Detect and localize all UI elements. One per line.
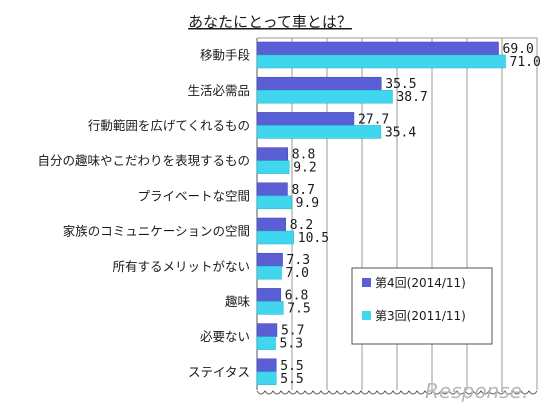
chart-title: あなたにとって車とは？ [188, 13, 352, 31]
bar-series-2 [256, 125, 382, 139]
legend-swatch [362, 278, 371, 287]
category-label: 家族のコミュニケーションの空間 [63, 224, 250, 239]
bar-series-1 [256, 147, 289, 161]
bar-series-1 [256, 358, 277, 373]
watermark-logo: Response. [425, 379, 528, 403]
value-label: 69.0 [503, 42, 534, 57]
category-label: プライベートな空間 [137, 188, 250, 203]
bar-series-2 [256, 54, 506, 69]
category-label: 生活必需品 [187, 83, 250, 98]
value-label: 8.8 [292, 148, 315, 163]
value-label: 5.3 [280, 337, 303, 352]
value-label: 38.7 [396, 90, 427, 105]
value-label: 9.2 [293, 161, 316, 176]
value-label: 35.4 [385, 125, 416, 140]
bar-series-1 [256, 288, 282, 302]
bar-series-2 [256, 336, 276, 350]
bar-series-2 [256, 230, 294, 245]
legend-swatch [362, 311, 371, 320]
value-label: 5.5 [280, 359, 303, 374]
value-label: 5.5 [280, 372, 303, 387]
bar-series-1 [256, 112, 355, 126]
category-label: 趣味 [225, 294, 251, 309]
category-label: 行動範囲を広げてくれるもの [88, 118, 250, 133]
value-label: 9.9 [296, 196, 319, 211]
value-label: 5.7 [281, 324, 304, 339]
category-label: 所有するメリットがない [112, 259, 250, 274]
bar-series-2 [256, 301, 284, 315]
legend-label: 第4回(2014/11) [375, 276, 466, 290]
bar-series-1 [256, 41, 499, 56]
bar-series-2 [256, 160, 290, 174]
bar-series-2 [256, 265, 282, 280]
legend-box [351, 267, 493, 345]
category-label: 移動手段 [200, 48, 250, 63]
bar-series-1 [256, 217, 286, 232]
bar-series-1 [256, 323, 278, 337]
axis-break-wave [256, 390, 538, 395]
bar-series-2 [256, 89, 393, 104]
bar-series-2 [256, 195, 292, 210]
category-label: 必要ない [200, 329, 250, 344]
value-label: 8.2 [290, 218, 313, 233]
legend: 第4回(2014/11) 第3回(2011/11) [351, 267, 493, 345]
category-label: ステイタス [188, 364, 250, 379]
bar-series-1 [256, 76, 382, 91]
bar-series-1 [256, 252, 283, 267]
value-label: 7.5 [287, 301, 310, 316]
value-labels: 69.0 35.5 27.7 8.8 8.7 8.2 7.3 6.8 5.7 5.5 71.0 38.… [280, 42, 541, 387]
axis-break [256, 390, 538, 395]
value-label: 7.0 [286, 266, 309, 281]
value-label: 8.7 [291, 183, 314, 198]
value-label: 35.5 [385, 77, 416, 92]
value-label: 7.3 [287, 253, 310, 268]
bar-series-2 [256, 371, 277, 386]
category-label: 自分の趣味やこだわりを表現するもの [37, 153, 250, 168]
legend-label: 第3回(2011/11) [375, 309, 466, 323]
value-label: 27.7 [358, 112, 389, 127]
value-label: 10.5 [298, 231, 329, 246]
bars [256, 41, 506, 386]
bar-series-1 [256, 182, 288, 197]
value-label: 6.8 [285, 288, 308, 303]
value-label: 71.0 [510, 55, 541, 70]
category-labels: 移動手段生活必需品行動範囲を広げてくれるもの自分の趣味やこだわりを表現するものプ… [37, 48, 250, 380]
